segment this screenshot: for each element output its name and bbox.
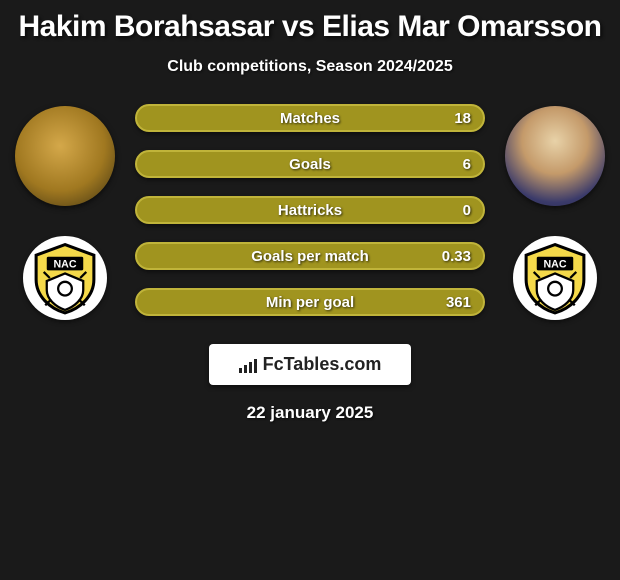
stat-bar: Goals 6 [135,150,485,178]
stat-value: 6 [463,156,471,173]
stat-label: Goals per match [251,248,369,265]
subtitle: Club competitions, Season 2024/2025 [8,58,612,76]
svg-text:NAC: NAC [543,258,566,270]
player-right-club-badge: NAC [513,236,597,320]
stat-value: 0.33 [442,248,471,265]
stat-bar: Hattricks 0 [135,196,485,224]
stat-bar: Goals per match 0.33 [135,242,485,270]
brand-text: FcTables.com [263,354,382,375]
stat-value: 361 [446,294,471,311]
signal-icon [239,357,257,373]
player-left-avatar [15,106,115,206]
stat-label: Goals [289,156,331,173]
stat-value: 0 [463,202,471,219]
footer: FcTables.com 22 january 2025 [8,344,612,423]
player-left-club-badge: NAC [23,236,107,320]
stat-bar: Matches 18 [135,104,485,132]
nac-badge-icon: NAC [517,240,593,316]
stat-bar: Min per goal 361 [135,288,485,316]
stat-bars: Matches 18 Goals 6 Hattricks 0 Goals per match… [135,102,485,316]
svg-text:NAC: NAC [53,258,76,270]
stat-label: Matches [280,110,340,127]
player-right-avatar [505,106,605,206]
stat-label: Min per goal [266,294,354,311]
brand-badge: FcTables.com [209,344,412,385]
page-title: Hakim Borahsasar vs Elias Mar Omarsson [8,10,612,44]
left-side: NAC [15,102,115,320]
stat-label: Hattricks [278,202,342,219]
comparison-card: Hakim Borahsasar vs Elias Mar Omarsson C… [0,0,620,433]
right-side: NAC [505,102,605,320]
nac-badge-icon: NAC [27,240,103,316]
date-text: 22 january 2025 [247,403,374,423]
comparison-row: NAC Matches 18 Goals 6 Hattricks 0 Goals per m… [8,102,612,320]
stat-value: 18 [454,110,471,127]
